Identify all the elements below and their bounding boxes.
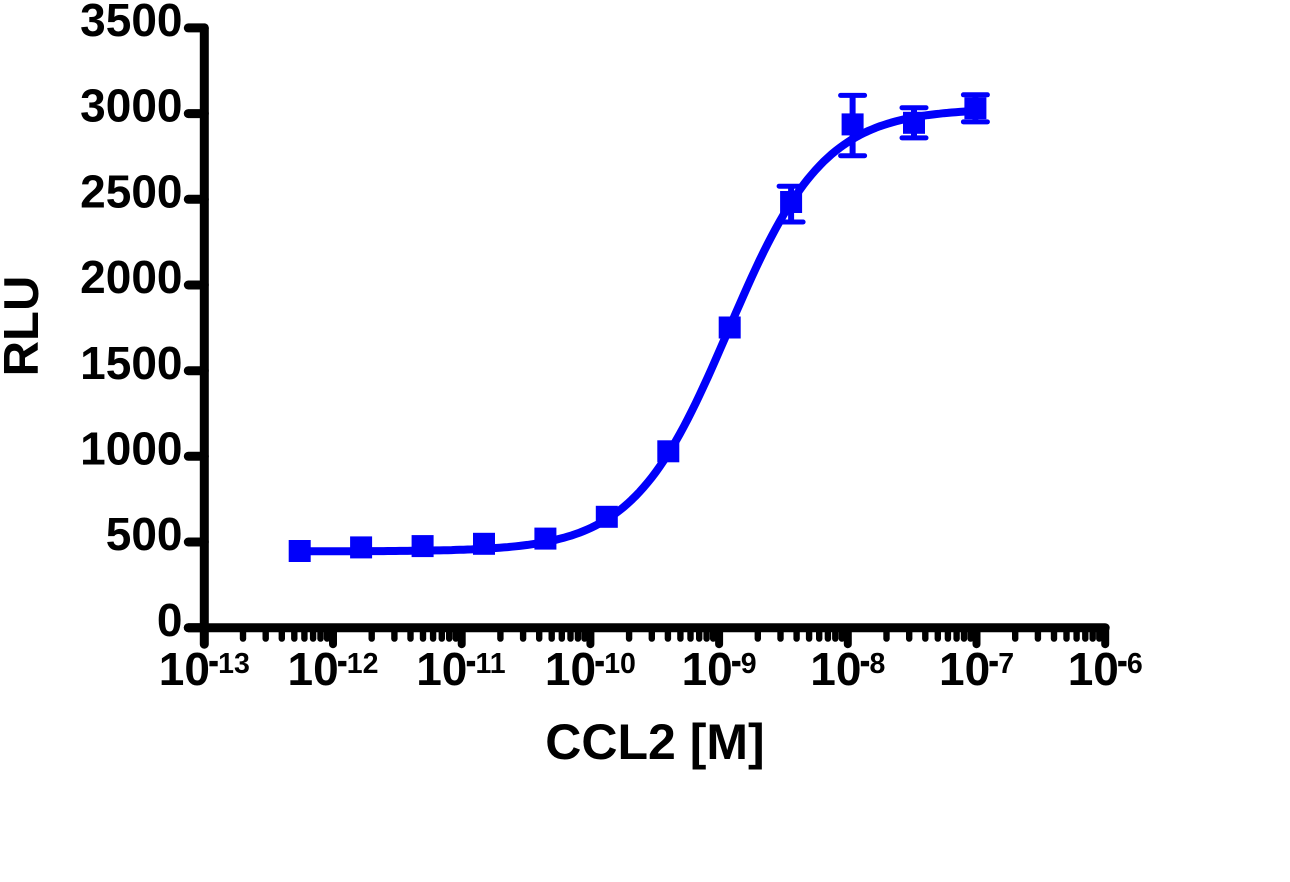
svg-text:10: 10 bbox=[604, 648, 636, 680]
svg-text:8: 8 bbox=[870, 648, 886, 680]
svg-text:10: 10 bbox=[939, 643, 990, 695]
svg-text:2500: 2500 bbox=[80, 165, 182, 217]
svg-text:7: 7 bbox=[998, 648, 1014, 680]
svg-text:13: 13 bbox=[218, 648, 250, 680]
svg-text:1500: 1500 bbox=[80, 337, 182, 389]
svg-text:CCL2 [M]: CCL2 [M] bbox=[545, 714, 764, 770]
svg-text:10: 10 bbox=[1068, 643, 1119, 695]
svg-text:11: 11 bbox=[476, 648, 506, 680]
svg-text:10: 10 bbox=[416, 643, 467, 695]
svg-text:0: 0 bbox=[157, 594, 183, 646]
svg-text:2000: 2000 bbox=[80, 251, 182, 303]
svg-text:10: 10 bbox=[545, 643, 596, 695]
svg-text:10: 10 bbox=[682, 643, 733, 695]
svg-text:6: 6 bbox=[1127, 648, 1143, 680]
svg-text:RLU: RLU bbox=[0, 276, 49, 377]
svg-text:1000: 1000 bbox=[80, 422, 182, 474]
svg-text:12: 12 bbox=[347, 648, 379, 680]
svg-text:3000: 3000 bbox=[80, 80, 182, 132]
svg-text:9: 9 bbox=[741, 648, 757, 680]
svg-text:10: 10 bbox=[810, 643, 861, 695]
svg-text:10: 10 bbox=[288, 643, 339, 695]
svg-text:500: 500 bbox=[106, 508, 183, 560]
svg-text:10: 10 bbox=[159, 643, 210, 695]
svg-text:3500: 3500 bbox=[80, 0, 182, 46]
